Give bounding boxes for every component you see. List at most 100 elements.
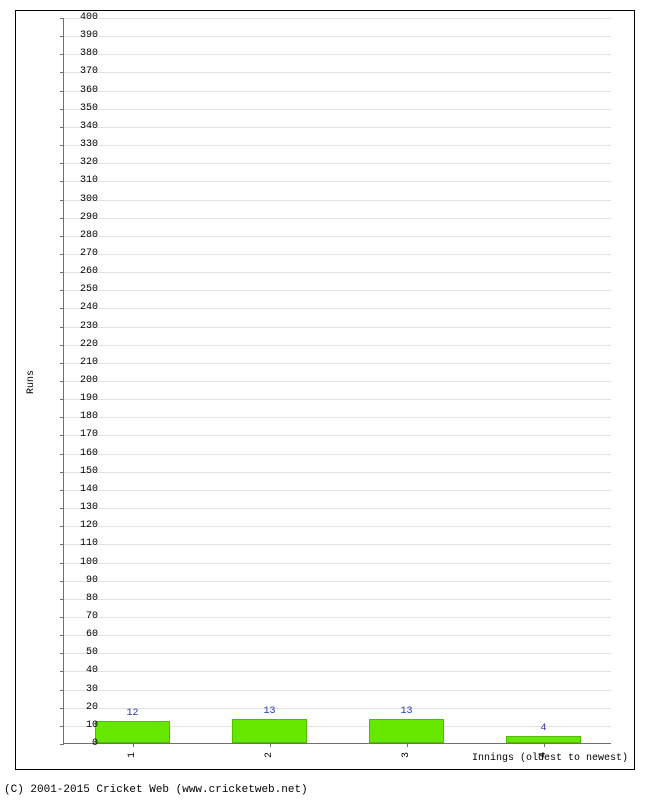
ytick-label: 270 xyxy=(58,249,98,259)
gridline xyxy=(64,544,611,545)
gridline xyxy=(64,54,611,55)
ytick-label: 350 xyxy=(58,104,98,114)
ytick-label: 290 xyxy=(58,213,98,223)
bar xyxy=(95,721,170,743)
gridline xyxy=(64,708,611,709)
gridline xyxy=(64,526,611,527)
gridline xyxy=(64,36,611,37)
xtick-label: 4 xyxy=(539,752,549,758)
ytick-label: 370 xyxy=(58,67,98,77)
ytick-label: 190 xyxy=(58,394,98,404)
xtick-label: 1 xyxy=(128,752,138,758)
gridline xyxy=(64,236,611,237)
ytick-label: 360 xyxy=(58,86,98,96)
ytick-label: 90 xyxy=(58,576,98,586)
gridline xyxy=(64,417,611,418)
gridline xyxy=(64,617,611,618)
ytick-label: 390 xyxy=(58,31,98,41)
gridline xyxy=(64,290,611,291)
gridline xyxy=(64,91,611,92)
gridline xyxy=(64,490,611,491)
bar-value-label: 13 xyxy=(400,706,412,717)
bar xyxy=(232,719,307,743)
ytick-label: 40 xyxy=(58,666,98,676)
ytick-label: 230 xyxy=(58,322,98,332)
xtick-label: 3 xyxy=(402,752,412,758)
ytick-label: 170 xyxy=(58,430,98,440)
gridline xyxy=(64,308,611,309)
ytick-label: 160 xyxy=(58,449,98,459)
gridline xyxy=(64,109,611,110)
ytick-label: 200 xyxy=(58,376,98,386)
xtick-mark xyxy=(133,743,134,747)
gridline xyxy=(64,399,611,400)
gridline xyxy=(64,635,611,636)
x-axis-label: Innings (oldest to newest) xyxy=(472,753,628,764)
ytick-label: 180 xyxy=(58,412,98,422)
ytick-label: 150 xyxy=(58,467,98,477)
gridline xyxy=(64,200,611,201)
ytick-label: 220 xyxy=(58,340,98,350)
xtick-mark xyxy=(407,743,408,747)
ytick-label: 50 xyxy=(58,648,98,658)
ytick-label: 280 xyxy=(58,231,98,241)
xtick-mark xyxy=(544,743,545,747)
ytick-label: 320 xyxy=(58,158,98,168)
gridline xyxy=(64,272,611,273)
gridline xyxy=(64,508,611,509)
gridline xyxy=(64,454,611,455)
gridline xyxy=(64,599,611,600)
gridline xyxy=(64,472,611,473)
ytick-label: 330 xyxy=(58,140,98,150)
bar xyxy=(506,736,581,743)
ytick-label: 70 xyxy=(58,612,98,622)
gridline xyxy=(64,345,611,346)
ytick-label: 0 xyxy=(58,739,98,749)
ytick-label: 60 xyxy=(58,630,98,640)
gridline xyxy=(64,72,611,73)
chart-container: Runs Innings (oldest to newest) 12113213… xyxy=(0,0,650,800)
copyright-text: (C) 2001-2015 Cricket Web (www.cricketwe… xyxy=(4,784,308,796)
ytick-label: 130 xyxy=(58,503,98,513)
gridline xyxy=(64,435,611,436)
ytick-label: 80 xyxy=(58,594,98,604)
ytick-label: 310 xyxy=(58,176,98,186)
gridline xyxy=(64,671,611,672)
ytick-label: 140 xyxy=(58,485,98,495)
gridline xyxy=(64,581,611,582)
plot-area: 12113213344 xyxy=(63,18,611,744)
ytick-label: 20 xyxy=(58,703,98,713)
ytick-label: 380 xyxy=(58,49,98,59)
bar-value-label: 12 xyxy=(126,708,138,719)
ytick-label: 100 xyxy=(58,558,98,568)
xtick-mark xyxy=(270,743,271,747)
ytick-label: 250 xyxy=(58,285,98,295)
gridline xyxy=(64,145,611,146)
ytick-label: 10 xyxy=(58,721,98,731)
ytick-label: 340 xyxy=(58,122,98,132)
gridline xyxy=(64,218,611,219)
gridline xyxy=(64,127,611,128)
bar-value-label: 13 xyxy=(263,706,275,717)
gridline xyxy=(64,18,611,19)
ytick-label: 210 xyxy=(58,358,98,368)
gridline xyxy=(64,254,611,255)
gridline xyxy=(64,690,611,691)
gridline xyxy=(64,363,611,364)
gridline xyxy=(64,327,611,328)
ytick-label: 260 xyxy=(58,267,98,277)
ytick-label: 300 xyxy=(58,195,98,205)
gridline xyxy=(64,163,611,164)
ytick-label: 120 xyxy=(58,521,98,531)
xtick-label: 2 xyxy=(265,752,275,758)
gridline xyxy=(64,653,611,654)
ytick-label: 240 xyxy=(58,303,98,313)
gridline xyxy=(64,181,611,182)
ytick-label: 110 xyxy=(58,539,98,549)
ytick-label: 400 xyxy=(58,13,98,23)
bar xyxy=(369,719,444,743)
gridline xyxy=(64,381,611,382)
ytick-label: 30 xyxy=(58,685,98,695)
gridline xyxy=(64,563,611,564)
bar-value-label: 4 xyxy=(540,723,546,734)
